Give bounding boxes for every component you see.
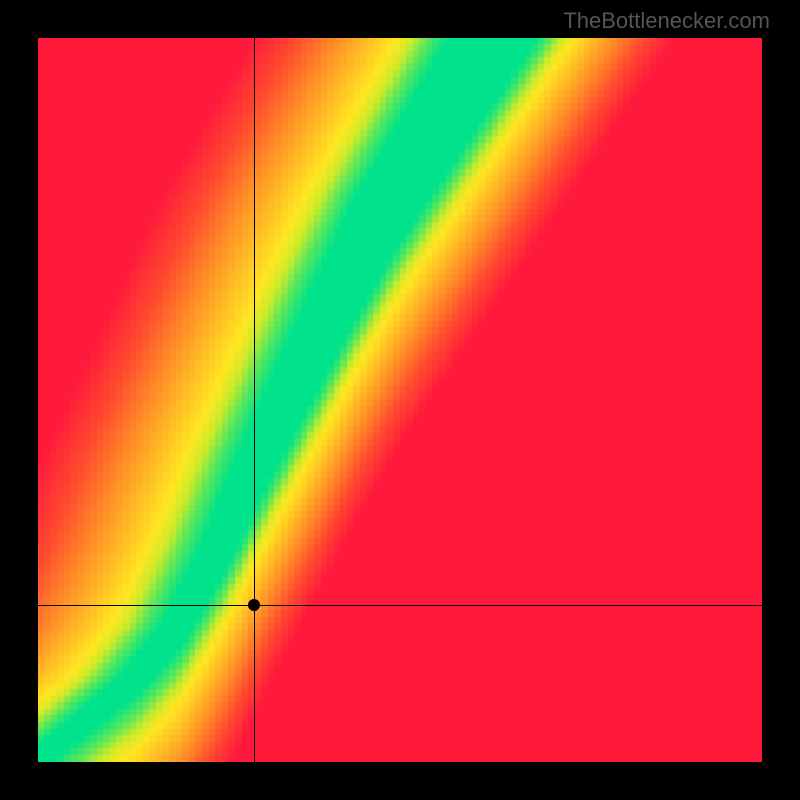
watermark-text: TheBottlenecker.com [563, 8, 770, 34]
crosshair-vertical [254, 38, 255, 762]
crosshair-marker [248, 599, 260, 611]
heatmap-canvas [38, 38, 762, 762]
crosshair-horizontal [38, 605, 762, 606]
bottleneck-heatmap [38, 38, 762, 762]
